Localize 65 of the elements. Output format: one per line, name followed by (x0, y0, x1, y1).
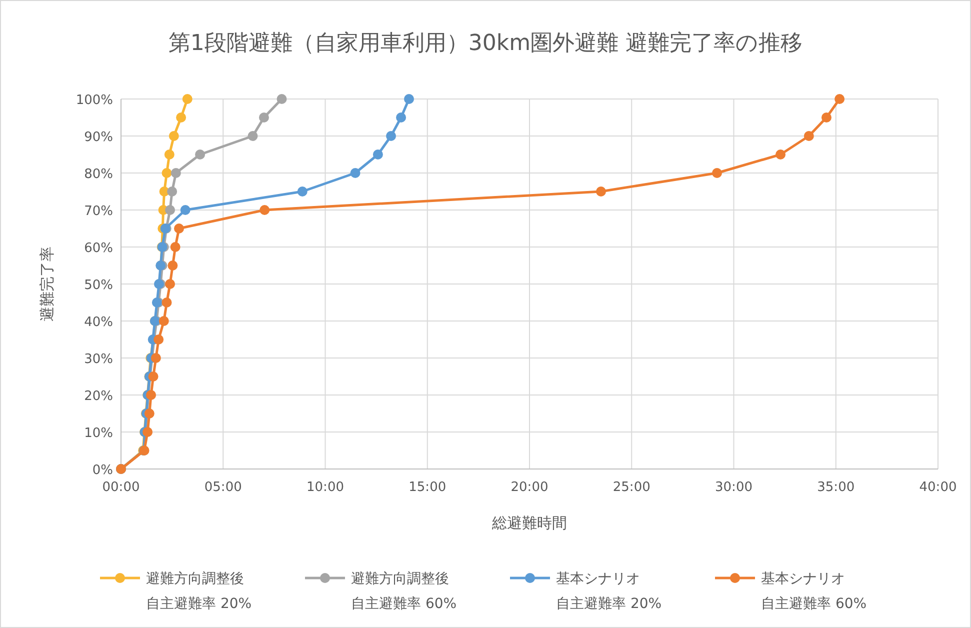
point (821, 112, 832, 122)
point (712, 168, 722, 178)
y-tick-label: 10% (84, 426, 113, 441)
chart-title: 第1段階避難（自家用車利用）30km圏外避難 避難完了率の推移 (168, 31, 803, 56)
point (404, 94, 414, 104)
point (148, 372, 158, 382)
point (150, 353, 161, 363)
point (180, 205, 190, 215)
legend-label: 基本シナリオ自主避難率 20% (556, 571, 662, 612)
y-tick-label: 20% (84, 389, 113, 404)
point (170, 242, 180, 252)
point (168, 131, 179, 141)
point (167, 186, 178, 196)
point (804, 131, 814, 141)
point (162, 298, 172, 308)
point (776, 150, 786, 160)
y-tick-label: 90% (84, 130, 113, 145)
y-tick-label: 30% (84, 352, 113, 367)
x-tick-label: 00:00 (102, 480, 140, 495)
point (372, 150, 383, 160)
y-tick-label: 0% (92, 463, 113, 478)
y-tick-label: 50% (84, 278, 113, 293)
point (350, 168, 360, 178)
legend-label: 基本シナリオ自主避難率 60% (761, 571, 867, 612)
point (248, 131, 258, 141)
y-tick-label: 60% (84, 241, 113, 256)
point (146, 390, 156, 400)
point (142, 427, 153, 437)
x-tick-label: 05:00 (204, 480, 242, 495)
x-tick-label: 15:00 (408, 480, 446, 495)
y-tick-label: 70% (84, 204, 113, 219)
point (260, 205, 270, 215)
point (154, 334, 164, 344)
x-tick-label: 40:00 (919, 480, 957, 495)
y-axis-title: 避難完了率 (38, 246, 56, 322)
point (168, 260, 178, 270)
point (164, 150, 174, 160)
x-tick-label: 25:00 (612, 480, 650, 495)
point (195, 150, 206, 160)
point (176, 112, 186, 122)
legend-label: 避難方向調整後自主避難率 20% (146, 571, 252, 612)
y-tick-label: 40% (84, 315, 113, 330)
point (386, 131, 396, 141)
point (158, 316, 169, 326)
x-tick-label: 20:00 (510, 480, 548, 495)
point (182, 94, 192, 104)
x-tick-label: 10:00 (306, 480, 344, 495)
x-axis-title: 総避難時間 (491, 514, 567, 532)
point (276, 94, 287, 104)
point (396, 112, 406, 122)
point (297, 186, 308, 196)
point (144, 408, 154, 418)
y-tick-label: 100% (76, 93, 113, 108)
point (258, 112, 269, 122)
point (596, 186, 606, 196)
legend-label: 避難方向調整後自主避難率 60% (351, 571, 457, 612)
x-tick-label: 35:00 (817, 480, 855, 495)
point (170, 168, 181, 178)
x-tick-label: 30:00 (715, 480, 752, 495)
point (165, 279, 176, 289)
point (165, 205, 176, 215)
point (834, 94, 845, 104)
y-tick-label: 80% (84, 167, 113, 182)
point (174, 224, 184, 234)
point (162, 168, 172, 178)
